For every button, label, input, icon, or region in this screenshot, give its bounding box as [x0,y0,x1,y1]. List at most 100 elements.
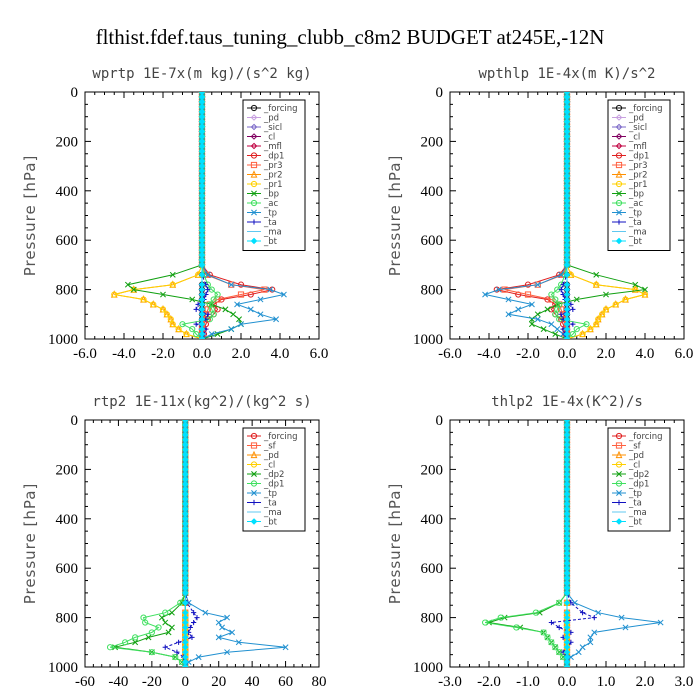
data-point [198,271,206,279]
data-point [524,291,532,298]
legend-marker [615,133,623,140]
legend-marker [615,237,623,245]
data-point [642,286,648,293]
legend-marker [615,442,623,449]
legend-marker [250,518,258,525]
y-axis-label: Pressure [hPa] [386,155,404,277]
panel-3: rtp2 1E-11x(kg^2)/(kg^2 s) Pressure [hPa]… [21,394,327,690]
data-point [579,644,586,651]
data-point [234,301,241,308]
series-dp1 [106,420,189,667]
y-tick-label: 200 [56,462,79,478]
data-point [513,624,520,631]
y-tick-label: 1000 [48,332,78,348]
data-point [175,326,182,333]
legend-marker [616,499,622,506]
figure-title: flthist.fdef.taus_tuning_clubb_c8m2 BUDG… [96,25,605,49]
data-point [174,649,180,655]
data-point [563,599,571,607]
x-tick-label: -60 [75,674,95,690]
x-tick-label: 6.0 [675,346,694,362]
legend-entry: _sf [628,442,642,452]
data-point [168,609,175,616]
data-point [273,316,280,323]
data-point [181,663,189,667]
legend-marker [250,237,258,245]
legend-marker [250,199,258,207]
y-tick-label: 800 [56,611,79,627]
x-tick-label: -2.0 [516,346,540,362]
legend-marker [616,219,622,225]
series-bt [563,420,571,667]
legend-marker [250,161,258,169]
data-point [587,639,594,646]
legend-entry: _tp [263,209,277,219]
legend-marker [250,123,258,131]
data-point [544,634,551,641]
data-point [534,311,541,318]
plot-area [110,92,287,339]
legend-marker [616,190,622,197]
data-point [515,306,522,313]
data-point [193,306,199,312]
data-point [563,271,571,279]
data-point [182,420,189,423]
data-point [162,619,169,626]
y-axis-label: Pressure [hPa] [21,483,39,605]
data-point [219,624,226,631]
x-tick-label: 2.0 [232,346,251,362]
legend-marker [251,219,257,225]
data-point [181,589,189,597]
series-pr2 [110,92,206,339]
data-point [176,639,182,645]
y-tick-label: 0 [436,413,444,429]
y-tick-label: 0 [436,85,444,101]
legend-marker [250,133,258,140]
x-tick-label: 40 [245,674,260,690]
data-point [179,321,186,328]
panel-title: wprtp 1E-7x(m kg)/(s^2 kg) [92,66,311,82]
legend-entry: _bp [628,190,644,200]
data-point [612,301,619,308]
x-tick-label: 20 [211,674,226,690]
series-dp1 [482,420,571,667]
data-point [111,291,118,298]
data-point [563,335,571,339]
legend-marker [615,123,623,131]
x-tick-label: 6.0 [310,346,329,362]
legend-marker [616,490,622,496]
data-point [124,281,131,288]
legend-entry: _tp [628,489,642,499]
data-point [482,291,489,298]
legend-marker [250,114,258,121]
legend-entry: _cl [628,133,640,143]
data-point [528,321,535,328]
legend-entry: _sicl [628,123,647,133]
legend-entry: _mfl [263,142,282,152]
data-point [564,664,570,667]
data-point [495,286,502,293]
data-point [163,311,170,318]
data-point [237,281,245,288]
y-tick-label: 200 [421,462,444,478]
data-point [130,286,137,293]
data-point [237,291,245,298]
data-point [567,654,574,661]
data-point [222,306,229,313]
legend-marker [250,450,258,459]
data-point [552,644,559,651]
data-point [228,326,235,333]
legend-entry: _pr2 [263,171,283,181]
legend-marker [250,152,258,159]
data-point [195,654,202,661]
legend-entry: _ma [263,508,282,518]
data-point [169,281,176,288]
data-point [552,311,559,318]
legend-marker [615,518,623,525]
data-point [497,614,504,621]
series-line [549,420,597,667]
data-point [185,659,192,666]
data-point [210,311,217,318]
data-point [505,311,512,318]
